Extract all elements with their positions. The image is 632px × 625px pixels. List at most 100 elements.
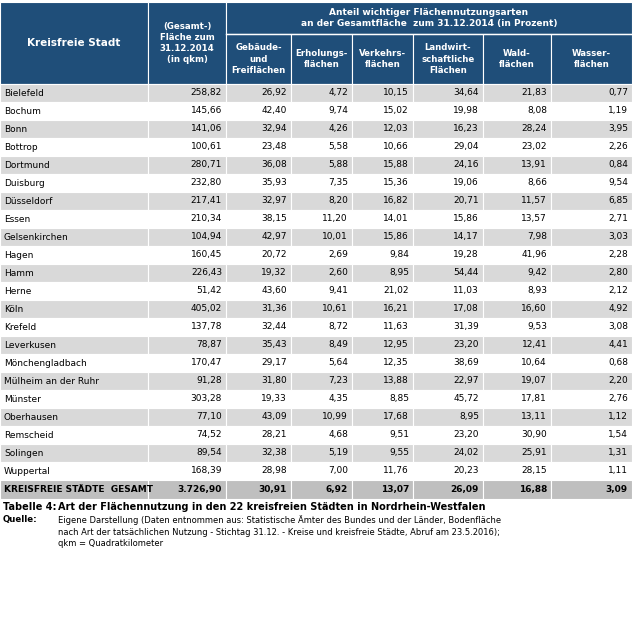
Text: 8,72: 8,72 bbox=[328, 322, 348, 331]
Bar bbox=[352, 480, 413, 499]
Text: 19,32: 19,32 bbox=[262, 269, 287, 278]
Text: Wasser-
flächen: Wasser- flächen bbox=[572, 49, 611, 69]
Bar bbox=[551, 480, 632, 499]
Bar bbox=[226, 228, 291, 246]
Text: 2,69: 2,69 bbox=[328, 251, 348, 259]
Bar bbox=[483, 372, 551, 390]
Bar bbox=[226, 102, 291, 120]
Bar bbox=[413, 444, 483, 462]
Bar bbox=[0, 372, 148, 390]
Text: Eigene Darstellung (Daten entnommen aus: Statistische Ämter des Bundes und der L: Eigene Darstellung (Daten entnommen aus:… bbox=[58, 515, 501, 549]
Text: Krefeld: Krefeld bbox=[4, 322, 36, 331]
Bar bbox=[291, 120, 352, 138]
Bar bbox=[148, 318, 226, 336]
Text: Herne: Herne bbox=[4, 286, 32, 296]
Bar bbox=[551, 102, 632, 120]
Bar bbox=[483, 34, 551, 84]
Bar bbox=[148, 300, 226, 318]
Text: 45,72: 45,72 bbox=[454, 394, 479, 404]
Bar bbox=[413, 354, 483, 372]
Text: 32,97: 32,97 bbox=[262, 196, 287, 206]
Text: 1,31: 1,31 bbox=[608, 449, 628, 458]
Bar bbox=[291, 282, 352, 300]
Text: 11,03: 11,03 bbox=[453, 286, 479, 296]
Bar bbox=[483, 102, 551, 120]
Bar bbox=[148, 192, 226, 210]
Bar bbox=[352, 156, 413, 174]
Text: 2,71: 2,71 bbox=[608, 214, 628, 224]
Bar bbox=[483, 246, 551, 264]
Text: 25,91: 25,91 bbox=[521, 449, 547, 458]
Text: Dortmund: Dortmund bbox=[4, 161, 50, 169]
Bar bbox=[551, 372, 632, 390]
Text: 16,82: 16,82 bbox=[384, 196, 409, 206]
Text: 9,84: 9,84 bbox=[389, 251, 409, 259]
Text: 160,45: 160,45 bbox=[191, 251, 222, 259]
Text: Gebäude-
und
Freiflächen: Gebäude- und Freiflächen bbox=[231, 43, 286, 74]
Text: Bonn: Bonn bbox=[4, 124, 27, 134]
Text: Solingen: Solingen bbox=[4, 449, 44, 458]
Bar bbox=[291, 336, 352, 354]
Bar bbox=[291, 192, 352, 210]
Bar bbox=[483, 426, 551, 444]
Text: 16,23: 16,23 bbox=[453, 124, 479, 134]
Bar bbox=[148, 138, 226, 156]
Text: Kreisfreie Stadt: Kreisfreie Stadt bbox=[27, 38, 121, 48]
Text: 11,63: 11,63 bbox=[383, 322, 409, 331]
Bar bbox=[291, 228, 352, 246]
Bar bbox=[291, 264, 352, 282]
Text: 13,91: 13,91 bbox=[521, 161, 547, 169]
Bar bbox=[551, 282, 632, 300]
Bar bbox=[226, 84, 291, 102]
Text: 77,10: 77,10 bbox=[197, 412, 222, 421]
Bar bbox=[226, 372, 291, 390]
Bar bbox=[483, 264, 551, 282]
Text: 74,52: 74,52 bbox=[197, 431, 222, 439]
Bar bbox=[148, 120, 226, 138]
Bar bbox=[413, 426, 483, 444]
Text: 11,76: 11,76 bbox=[383, 466, 409, 476]
Text: 15,86: 15,86 bbox=[383, 232, 409, 241]
Bar bbox=[483, 390, 551, 408]
Bar bbox=[352, 300, 413, 318]
Text: 20,72: 20,72 bbox=[262, 251, 287, 259]
Bar bbox=[352, 336, 413, 354]
Text: 30,91: 30,91 bbox=[258, 485, 287, 494]
Bar bbox=[226, 408, 291, 426]
Bar bbox=[413, 246, 483, 264]
Bar bbox=[483, 156, 551, 174]
Bar bbox=[291, 34, 352, 84]
Text: 4,26: 4,26 bbox=[328, 124, 348, 134]
Bar bbox=[291, 174, 352, 192]
Text: 41,96: 41,96 bbox=[521, 251, 547, 259]
Bar bbox=[148, 246, 226, 264]
Bar bbox=[0, 228, 148, 246]
Text: 31,39: 31,39 bbox=[453, 322, 479, 331]
Text: KREISFREIE STÄDTE  GESAMT: KREISFREIE STÄDTE GESAMT bbox=[4, 485, 153, 494]
Text: 35,43: 35,43 bbox=[262, 341, 287, 349]
Bar bbox=[0, 210, 148, 228]
Bar bbox=[551, 354, 632, 372]
Bar bbox=[291, 426, 352, 444]
Bar bbox=[148, 84, 226, 102]
Bar bbox=[483, 138, 551, 156]
Bar bbox=[483, 336, 551, 354]
Text: 21,83: 21,83 bbox=[521, 89, 547, 98]
Bar bbox=[483, 228, 551, 246]
Text: 2,12: 2,12 bbox=[608, 286, 628, 296]
Text: 43,09: 43,09 bbox=[262, 412, 287, 421]
Text: 10,66: 10,66 bbox=[383, 142, 409, 151]
Text: 4,35: 4,35 bbox=[328, 394, 348, 404]
Text: (Gesamt-)
Fläche zum
31.12.2014
(in qkm): (Gesamt-) Fläche zum 31.12.2014 (in qkm) bbox=[160, 22, 214, 64]
Bar bbox=[551, 210, 632, 228]
Bar bbox=[413, 372, 483, 390]
Text: 7,23: 7,23 bbox=[328, 376, 348, 386]
Text: 32,38: 32,38 bbox=[262, 449, 287, 458]
Bar bbox=[551, 120, 632, 138]
Bar bbox=[483, 84, 551, 102]
Bar bbox=[413, 390, 483, 408]
Text: 78,87: 78,87 bbox=[197, 341, 222, 349]
Text: 28,15: 28,15 bbox=[521, 466, 547, 476]
Bar bbox=[0, 354, 148, 372]
Bar bbox=[551, 138, 632, 156]
